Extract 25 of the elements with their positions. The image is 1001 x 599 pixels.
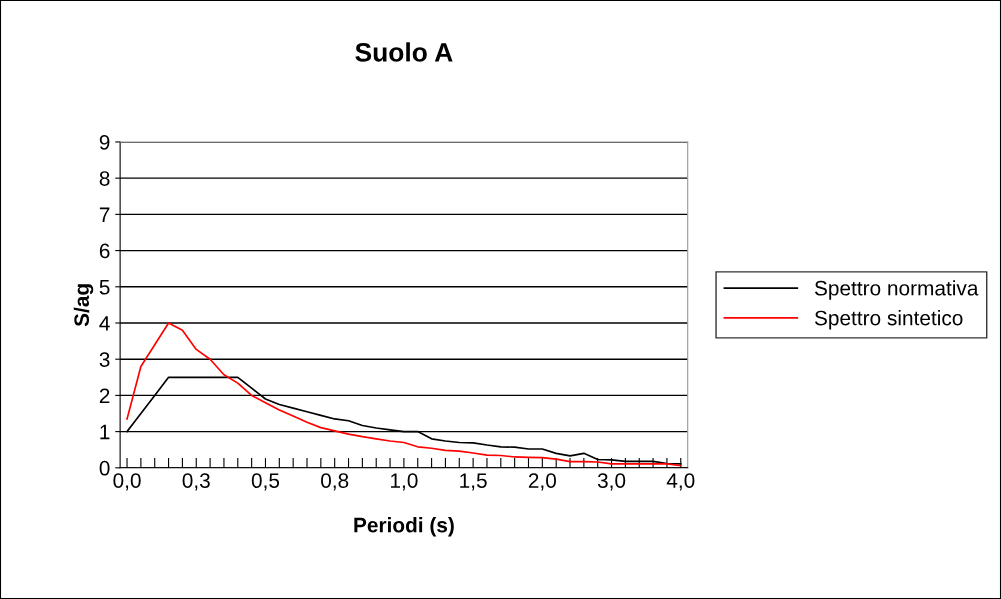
- x-tick-label: 1,0: [391, 473, 418, 491]
- y-tick-label: 4: [99, 316, 110, 331]
- x-axis-title: Periodi (s): [354, 517, 454, 537]
- legend-label: Spettro normativa: [814, 280, 979, 300]
- y-tick-label: 2: [99, 388, 110, 403]
- y-tick-label: 0: [99, 460, 110, 476]
- y-tick-label: 9: [99, 134, 110, 150]
- y-tick-label: 5: [99, 280, 110, 295]
- x-tick-label: 0,3: [182, 473, 210, 491]
- x-tick-label: 1,5: [460, 473, 487, 491]
- x-tick-label: 2,0: [528, 473, 556, 491]
- y-tick-label: 8: [99, 171, 110, 186]
- y-tick-label: 3: [99, 352, 110, 367]
- x-tick-label: 0,5: [251, 473, 280, 491]
- x-tick-label: 0,0: [113, 473, 141, 491]
- y-tick-label: 6: [99, 243, 110, 259]
- x-tick-label: 3,0: [597, 473, 626, 491]
- y-tick-label: 1: [100, 424, 110, 440]
- y-axis-title: S/ag: [73, 284, 94, 327]
- x-tick-label: 4,0: [666, 473, 695, 491]
- chart-title: Suolo A: [355, 42, 453, 62]
- y-tick-label: 7: [99, 207, 110, 222]
- legend-label: Spettro sintetico: [814, 310, 963, 330]
- x-tick-label: 0,8: [321, 473, 349, 491]
- line-series: [126, 322, 682, 467]
